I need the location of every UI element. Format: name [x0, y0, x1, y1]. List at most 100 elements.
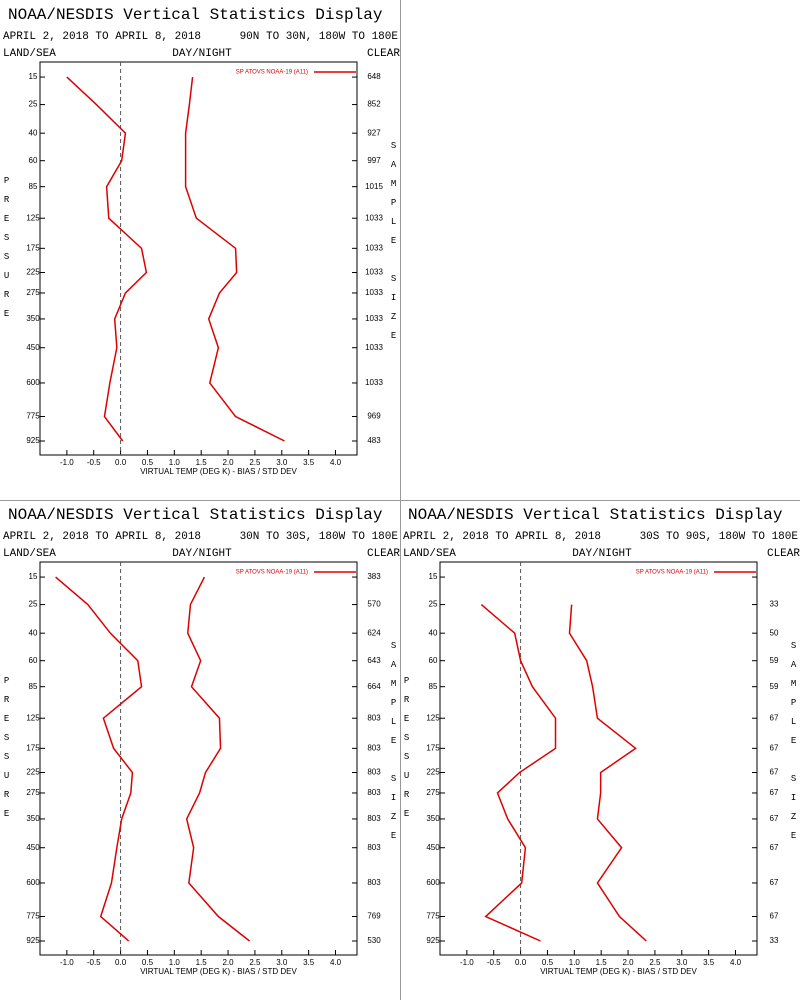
- x-tick-label: 1.5: [596, 958, 608, 967]
- y-tick-label: 85: [429, 682, 438, 691]
- x-tick-label: 0.5: [142, 458, 154, 467]
- legend-label: SP ATOVS NOAA-19 (A11): [236, 570, 308, 576]
- x-tick-label: 3.0: [276, 958, 288, 967]
- y-tick-label: 175: [26, 743, 40, 752]
- y-tick-label: 600: [26, 378, 40, 387]
- x-tick-label: -0.5: [487, 958, 501, 967]
- x-tick-label: 1.5: [196, 458, 208, 467]
- y-tick-label: 275: [26, 288, 40, 297]
- y-tick-label: 15: [429, 572, 438, 581]
- y-axis-label: PRESSURE: [2, 676, 12, 828]
- x-tick-label: 0.0: [115, 958, 127, 967]
- y-tick-label: 125: [426, 713, 440, 722]
- x-tick-label: 4.0: [330, 458, 342, 467]
- y-tick-label: 450: [426, 843, 440, 852]
- sample-size: 803: [367, 843, 381, 852]
- panel: NOAA/NESDIS Vertical Statistics Display A…: [402, 506, 800, 976]
- x-tick-label: 0.0: [115, 458, 127, 467]
- sample-size: 570: [367, 600, 381, 609]
- sample-size: 997: [367, 156, 381, 165]
- y-tick-label: 15: [29, 72, 38, 81]
- region: 30N TO 30S, 180W TO 180E: [240, 531, 399, 543]
- sample-size: 803: [367, 814, 381, 823]
- y-tick-label: 125: [26, 213, 40, 222]
- y-tick-label: 350: [26, 814, 40, 823]
- series-line: [480, 604, 557, 942]
- x-tick-label: -1.0: [460, 958, 474, 967]
- x-tick-label: 4.0: [730, 958, 742, 967]
- sample-size: 852: [367, 100, 381, 109]
- y-tick-label: 450: [26, 343, 40, 352]
- y-tick-label: 85: [29, 682, 38, 691]
- y2-axis-label: SAMPLE SIZE: [789, 641, 799, 850]
- series-line: [568, 604, 647, 942]
- x-tick-label: 3.5: [303, 958, 315, 967]
- y-tick-label: 175: [26, 243, 40, 252]
- y-tick-label: 225: [426, 768, 440, 777]
- y-tick-label: 40: [29, 628, 38, 637]
- time-label: DAY/NIGHT: [172, 548, 232, 560]
- y-tick-label: 85: [29, 182, 38, 191]
- sample-size: 803: [367, 768, 381, 777]
- sample-size: 1033: [365, 243, 383, 252]
- y-tick-label: 775: [426, 912, 440, 921]
- y-tick-label: 25: [29, 600, 38, 609]
- sample-size: 67: [770, 743, 779, 752]
- y-tick-label: 15: [29, 572, 38, 581]
- y-tick-label: 225: [26, 268, 40, 277]
- x-axis-label: VIRTUAL TEMP (DEG K) - BIAS / STD DEV: [140, 967, 297, 976]
- sample-size: 803: [367, 713, 381, 722]
- sample-size: 1033: [365, 378, 383, 387]
- y-tick-label: 450: [26, 843, 40, 852]
- sample-size: 67: [770, 814, 779, 823]
- sky-label: CLEAR: [367, 548, 400, 560]
- x-tick-label: 2.5: [249, 458, 261, 467]
- x-tick-label: 3.5: [303, 458, 315, 467]
- series-line: [66, 76, 148, 442]
- sample-size: 803: [367, 743, 381, 752]
- y-tick-label: 275: [426, 788, 440, 797]
- title: NOAA/NESDIS Vertical Statistics Display: [8, 6, 383, 24]
- sample-size: 1015: [365, 182, 383, 191]
- title: NOAA/NESDIS Vertical Statistics Display: [408, 506, 783, 524]
- sample-size: 530: [367, 936, 381, 945]
- x-tick-label: 4.0: [330, 958, 342, 967]
- y-tick-label: 25: [29, 100, 38, 109]
- x-tick-label: 0.5: [142, 958, 154, 967]
- y-axis-label: PRESSURE: [402, 676, 412, 828]
- x-tick-label: 2.5: [249, 958, 261, 967]
- series-line: [55, 576, 143, 942]
- x-tick-label: 1.0: [569, 958, 581, 967]
- sample-size: 648: [367, 72, 381, 81]
- plot-frame: [39, 561, 358, 956]
- x-axis-label: VIRTUAL TEMP (DEG K) - BIAS / STD DEV: [140, 467, 297, 476]
- sample-size: 769: [367, 912, 381, 921]
- sample-size: 643: [367, 656, 381, 665]
- time-label: DAY/NIGHT: [172, 48, 232, 60]
- x-tick-label: 2.0: [222, 458, 234, 467]
- sample-size: 664: [367, 682, 381, 691]
- y-tick-label: 60: [429, 656, 438, 665]
- y-axis-label: PRESSURE: [2, 176, 12, 328]
- sky-label: CLEAR: [367, 48, 400, 60]
- x-tick-label: 2.5: [649, 958, 661, 967]
- sample-size: 624: [367, 628, 381, 637]
- surface-label: LAND/SEA: [3, 48, 56, 60]
- legend-label: SP ATOVS NOAA-19 (A11): [636, 570, 708, 576]
- series-line: [185, 576, 251, 942]
- panel: NOAA/NESDIS Vertical Statistics Display A…: [2, 506, 401, 976]
- sample-size: 67: [770, 912, 779, 921]
- sample-size: 50: [770, 628, 779, 637]
- sample-size: 1033: [365, 343, 383, 352]
- y-tick-label: 60: [29, 656, 38, 665]
- date-range: APRIL 2, 2018 TO APRIL 8, 2018: [3, 31, 201, 43]
- y-tick-label: 775: [26, 412, 40, 421]
- sample-size: 483: [367, 436, 381, 445]
- x-tick-label: 2.0: [222, 958, 234, 967]
- y2-axis-label: SAMPLE SIZE: [389, 641, 399, 850]
- sample-size: 1033: [365, 314, 383, 323]
- region: 30S TO 90S, 180W TO 180E: [640, 531, 799, 543]
- y-tick-label: 350: [426, 814, 440, 823]
- sample-size: 803: [367, 878, 381, 887]
